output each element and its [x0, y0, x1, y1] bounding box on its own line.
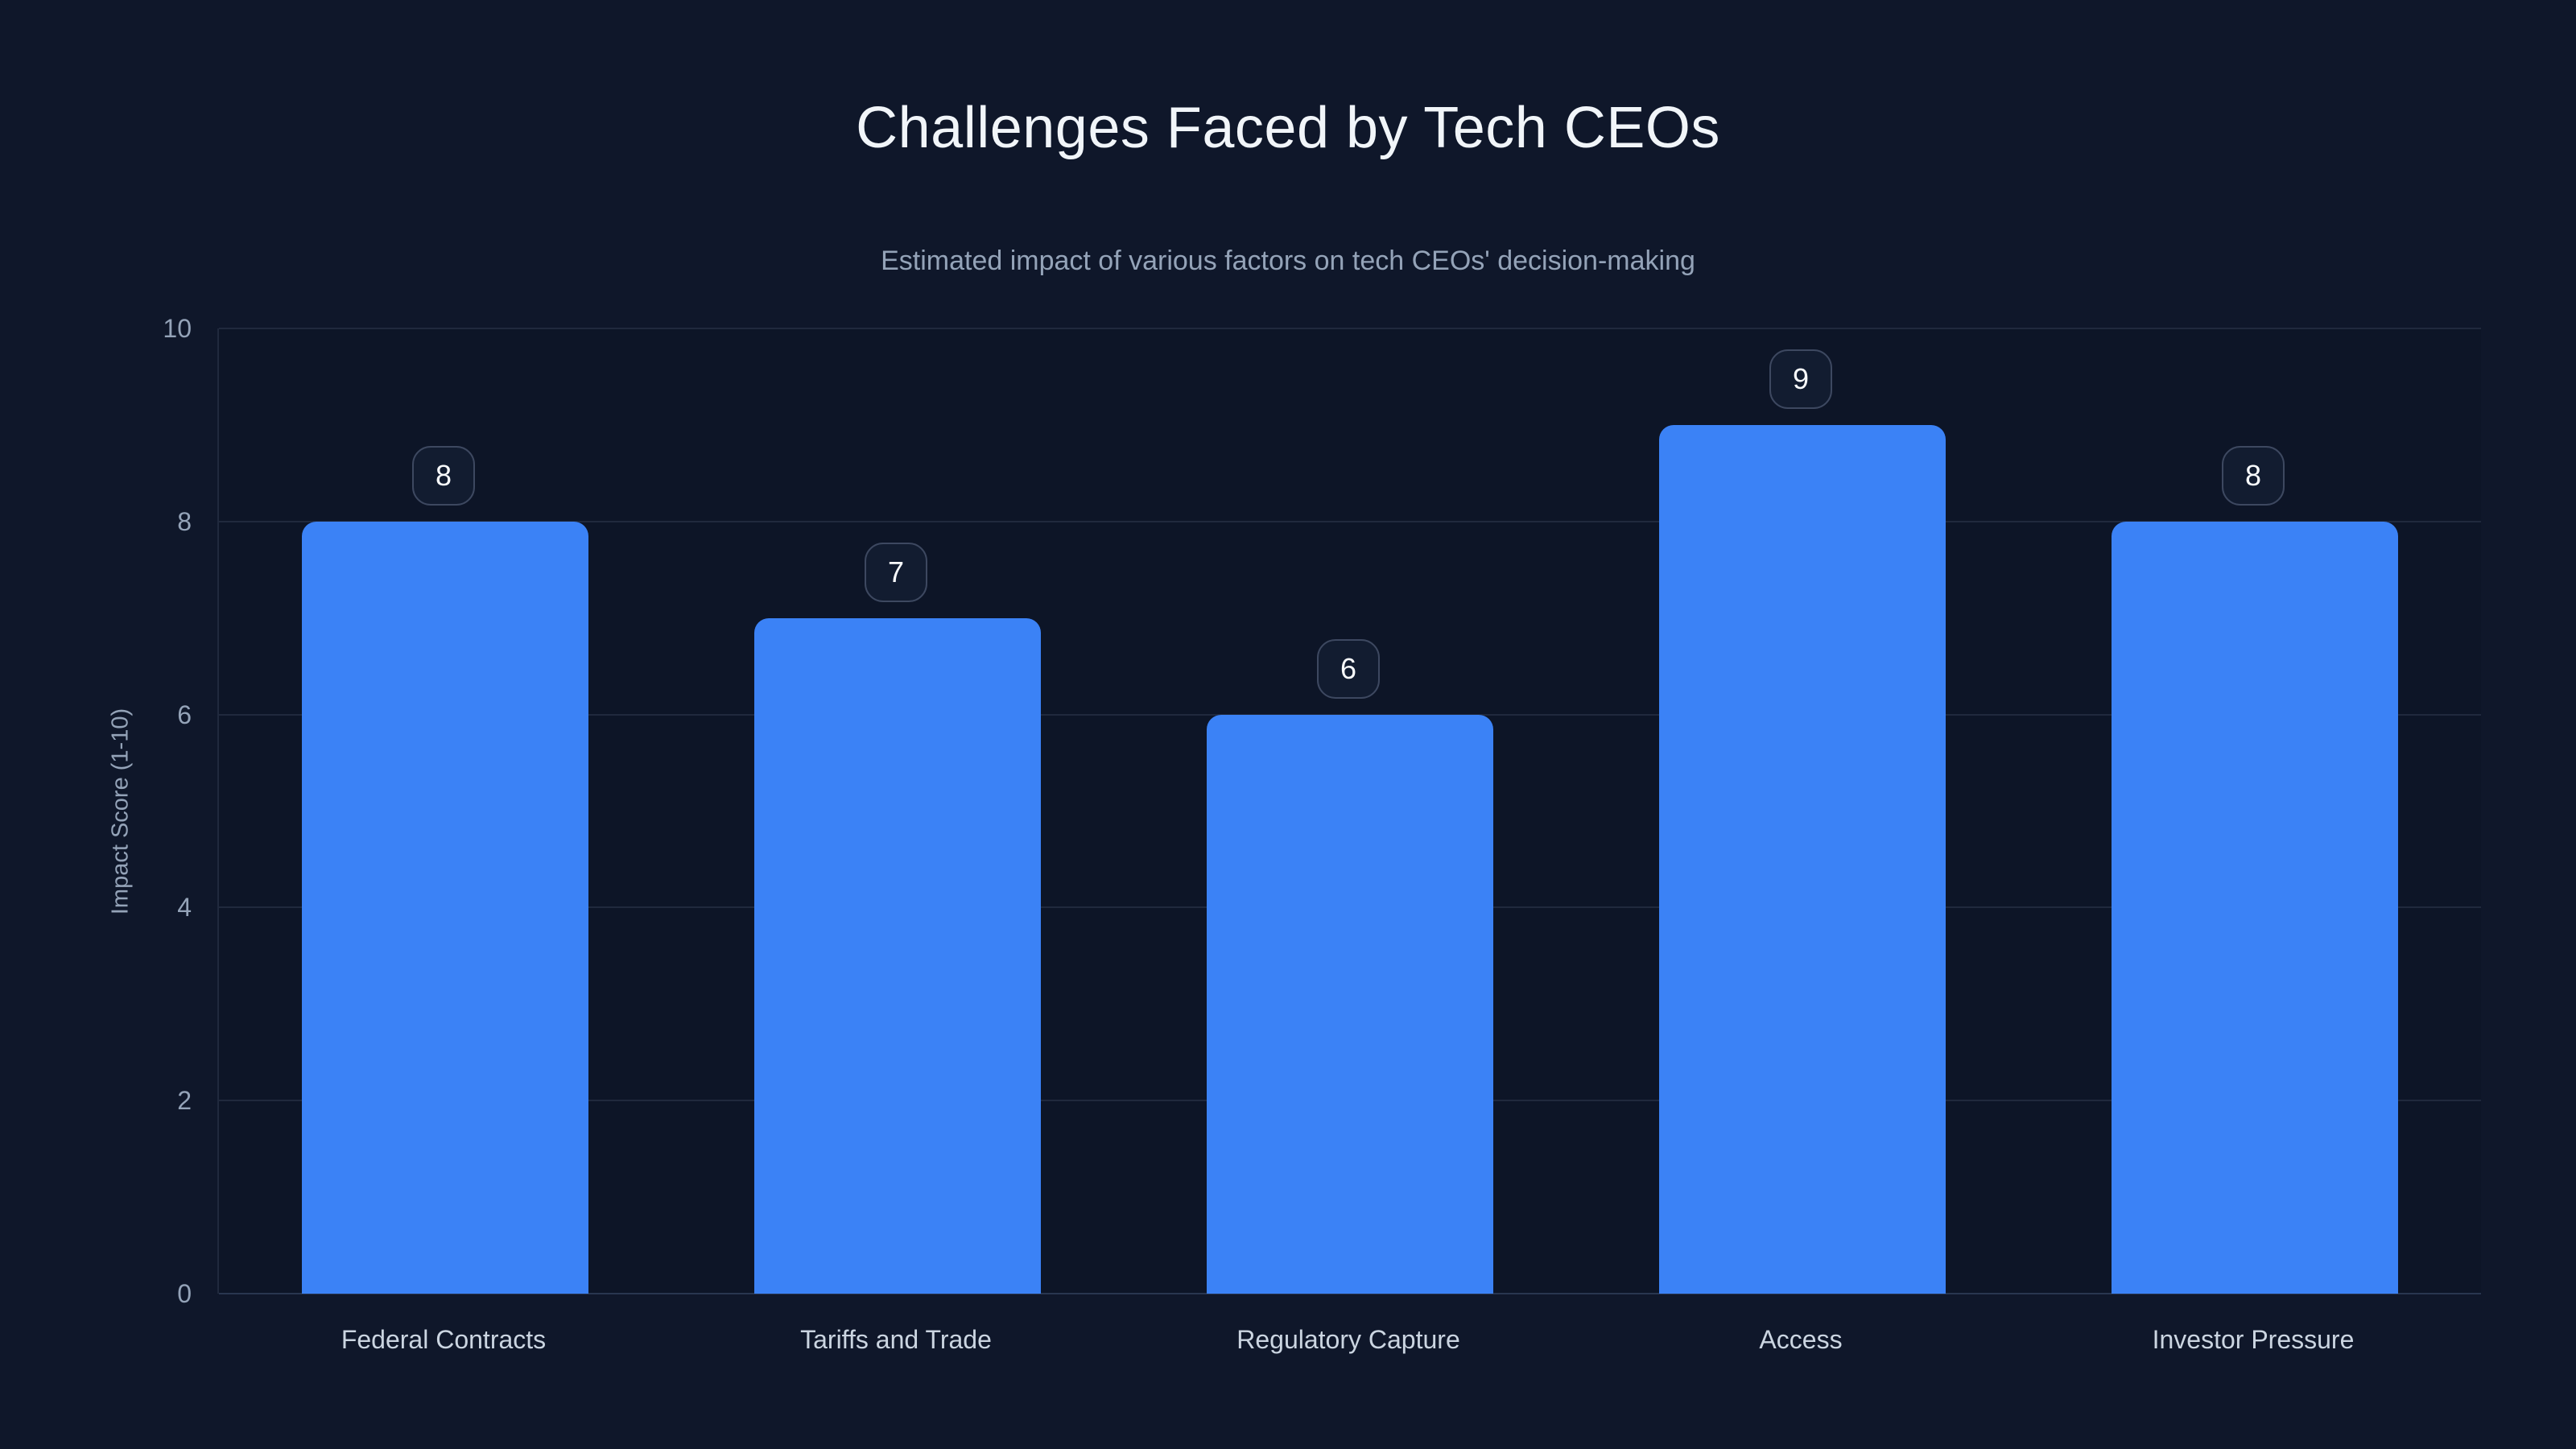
- bar-regulatory-capture: [1207, 714, 1493, 1294]
- value-badge-investor-pressure: 8: [2222, 445, 2285, 506]
- chart-subtitle: Estimated impact of various factors on t…: [881, 246, 1695, 276]
- x-axis-label-regulatory-capture: Regulatory Capture: [1236, 1325, 1460, 1354]
- value-badge-tariffs-and-trade: 7: [865, 542, 927, 602]
- plot-area: [217, 328, 2481, 1294]
- x-axis-label-tariffs-and-trade: Tariffs and Trade: [800, 1325, 992, 1354]
- x-axis-label-federal-contracts: Federal Contracts: [341, 1325, 547, 1354]
- y-tick-label-0: 0: [177, 1279, 192, 1308]
- y-tick-label-4: 4: [177, 893, 192, 923]
- gridline-y-0: [219, 1293, 2481, 1294]
- bar-investor-pressure: [2112, 521, 2398, 1294]
- x-axis-label-access: Access: [1759, 1325, 1843, 1354]
- bar-federal-contracts: [302, 521, 588, 1294]
- y-tick-label-2: 2: [177, 1086, 192, 1116]
- value-badge-regulatory-capture: 6: [1317, 638, 1380, 699]
- bar-access: [1659, 424, 1946, 1294]
- y-tick-label-10: 10: [163, 314, 192, 343]
- y-tick-label-8: 8: [177, 506, 192, 536]
- gridline-y-8: [219, 520, 2481, 522]
- gridline-y-6: [219, 713, 2481, 716]
- x-axis-label-investor-pressure: Investor Pressure: [2152, 1325, 2355, 1354]
- bar-tariffs-and-trade: [754, 617, 1041, 1294]
- value-badge-federal-contracts: 8: [412, 445, 475, 506]
- chart-title: Challenges Faced by Tech CEOs: [856, 96, 1720, 160]
- y-tick-label-6: 6: [177, 700, 192, 729]
- y-axis-title: Impact Score (1-10): [107, 708, 134, 915]
- gridline-y-10: [219, 328, 2481, 329]
- value-badge-access: 9: [1769, 349, 1832, 409]
